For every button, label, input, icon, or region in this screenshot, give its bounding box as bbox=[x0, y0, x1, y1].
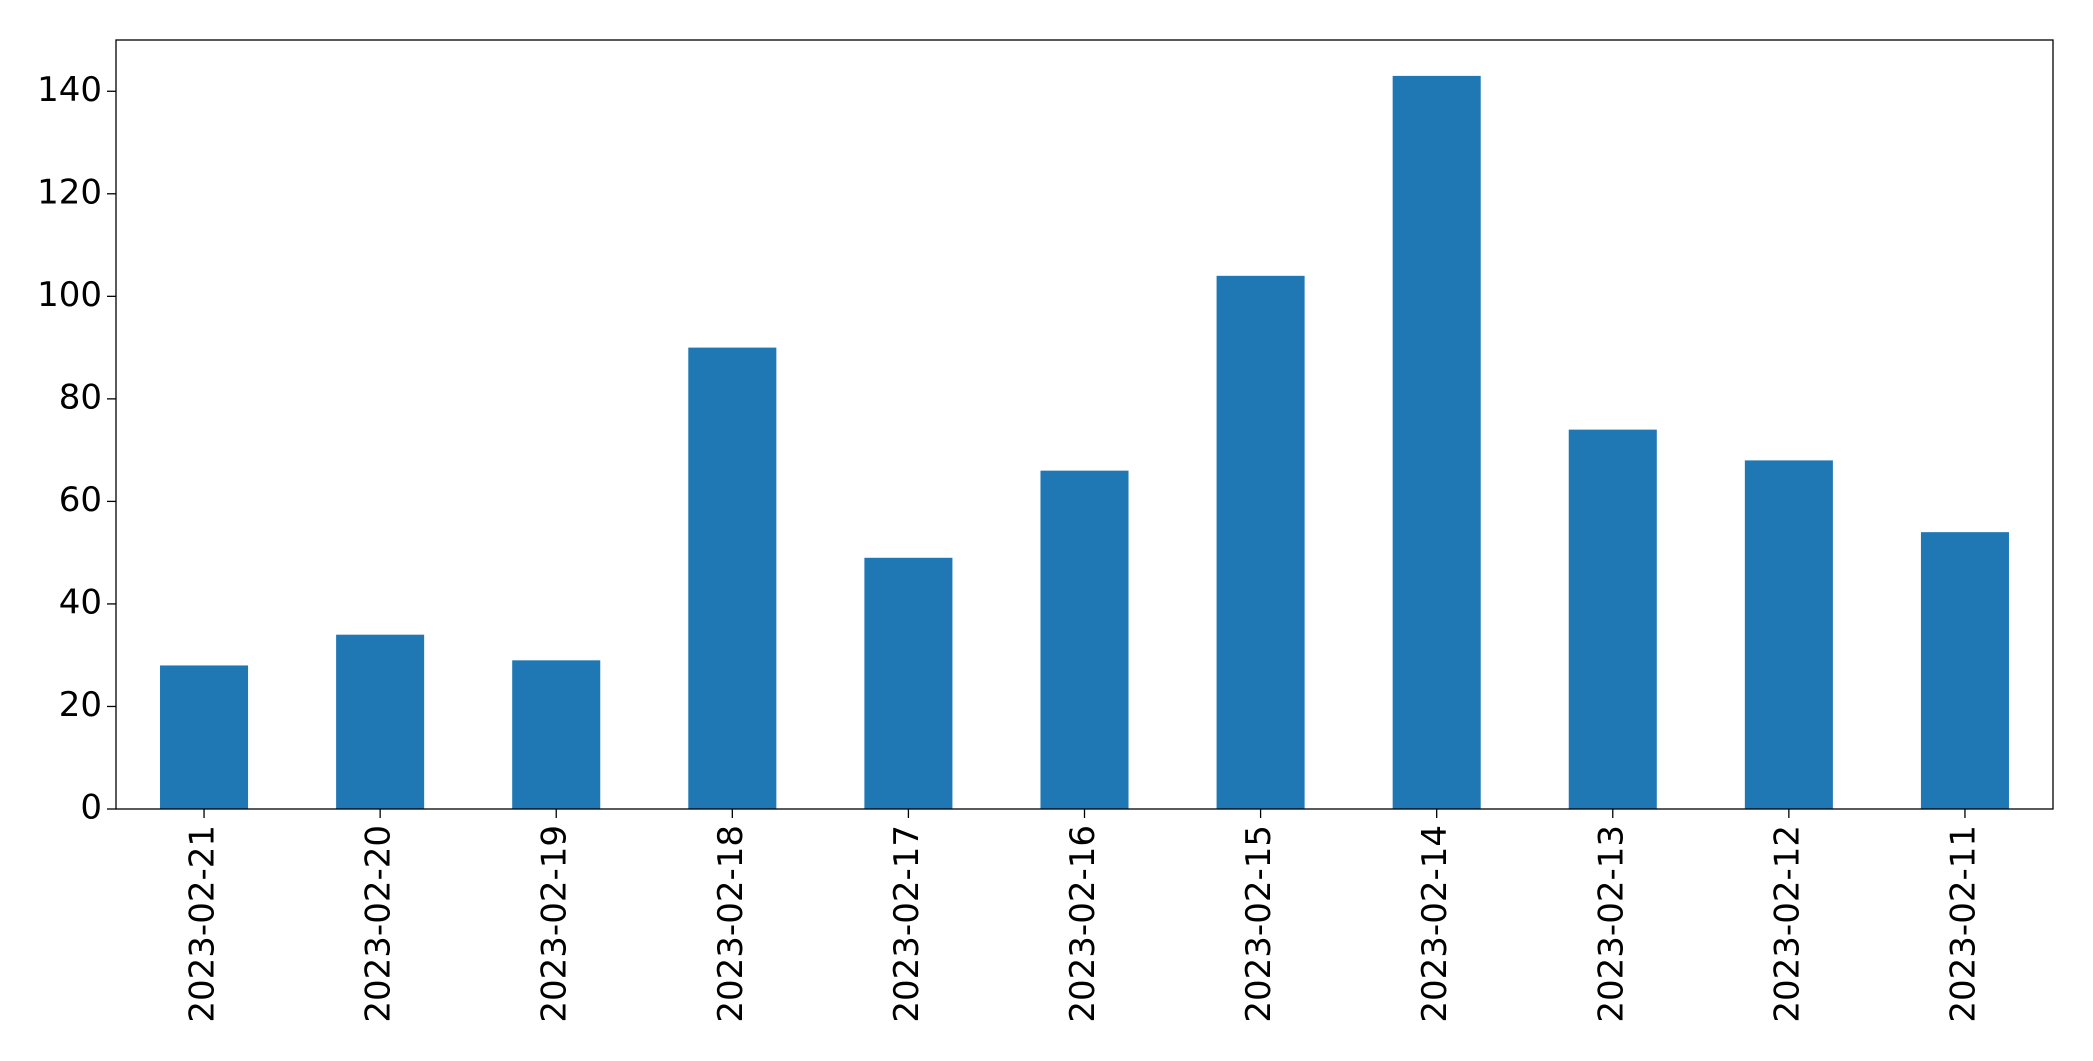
x-tick-label: 2023-02-13 bbox=[1591, 825, 1631, 1023]
bar bbox=[1568, 429, 1657, 809]
x-tick-label: 2023-02-11 bbox=[1943, 825, 1983, 1023]
bar bbox=[1744, 460, 1833, 809]
x-tick-label: 2023-02-16 bbox=[1063, 825, 1103, 1023]
bar bbox=[688, 347, 777, 809]
x-tick-label: 2023-02-20 bbox=[359, 825, 399, 1023]
bar bbox=[1920, 532, 2009, 809]
y-tick-label: 120 bbox=[37, 172, 102, 212]
bar bbox=[160, 665, 249, 809]
x-tick-label: 2023-02-12 bbox=[1767, 825, 1807, 1023]
bar bbox=[512, 660, 601, 809]
x-tick-label: 2023-02-14 bbox=[1415, 825, 1455, 1023]
y-tick-label: 80 bbox=[59, 377, 102, 417]
bar bbox=[1216, 275, 1305, 809]
x-tick-label: 2023-02-18 bbox=[711, 825, 751, 1023]
x-tick-label: 2023-02-21 bbox=[183, 825, 223, 1023]
bar bbox=[1040, 470, 1129, 809]
y-tick-label: 40 bbox=[59, 582, 102, 622]
y-tick-label: 100 bbox=[37, 275, 102, 315]
x-tick-label: 2023-02-15 bbox=[1239, 825, 1279, 1023]
x-tick-label: 2023-02-17 bbox=[887, 825, 927, 1023]
y-tick-label: 140 bbox=[37, 70, 102, 110]
bar bbox=[1392, 75, 1481, 810]
x-tick-label: 2023-02-19 bbox=[535, 825, 575, 1023]
bar bbox=[864, 557, 953, 809]
plot-frame bbox=[115, 39, 2054, 810]
bar bbox=[336, 634, 425, 809]
y-tick-label: 20 bbox=[59, 685, 102, 725]
y-tick-label: 0 bbox=[80, 788, 102, 828]
y-tick-label: 60 bbox=[59, 480, 102, 520]
